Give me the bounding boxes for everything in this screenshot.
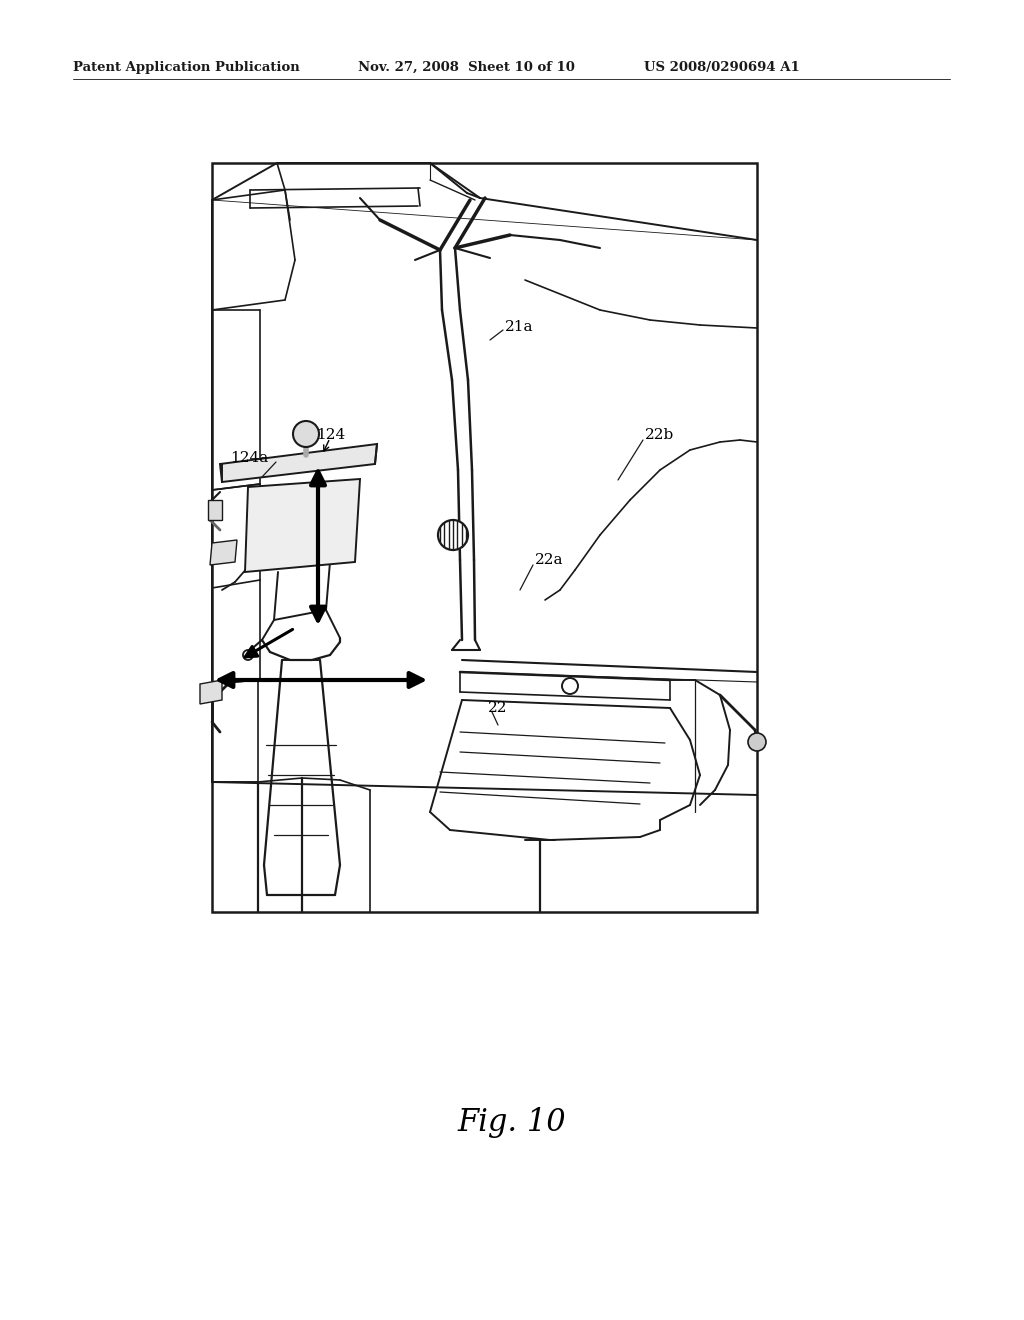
Text: 22a: 22a (535, 553, 563, 568)
Polygon shape (245, 479, 360, 572)
Text: 124a: 124a (230, 451, 268, 465)
Circle shape (293, 421, 319, 447)
Text: 22b: 22b (645, 428, 674, 442)
Circle shape (562, 678, 578, 694)
Circle shape (438, 520, 468, 550)
Text: 21a: 21a (505, 319, 534, 334)
Polygon shape (210, 540, 237, 565)
Text: Nov. 27, 2008  Sheet 10 of 10: Nov. 27, 2008 Sheet 10 of 10 (358, 61, 574, 74)
Text: US 2008/0290694 A1: US 2008/0290694 A1 (644, 61, 800, 74)
Polygon shape (208, 500, 222, 520)
Circle shape (243, 649, 253, 660)
Bar (212, 162, 757, 912)
Text: 22: 22 (488, 701, 508, 715)
Polygon shape (220, 444, 377, 482)
Polygon shape (200, 680, 222, 704)
Text: Patent Application Publication: Patent Application Publication (73, 61, 300, 74)
Text: Fig. 10: Fig. 10 (458, 1106, 566, 1138)
Circle shape (748, 733, 766, 751)
Text: 124: 124 (316, 428, 345, 442)
